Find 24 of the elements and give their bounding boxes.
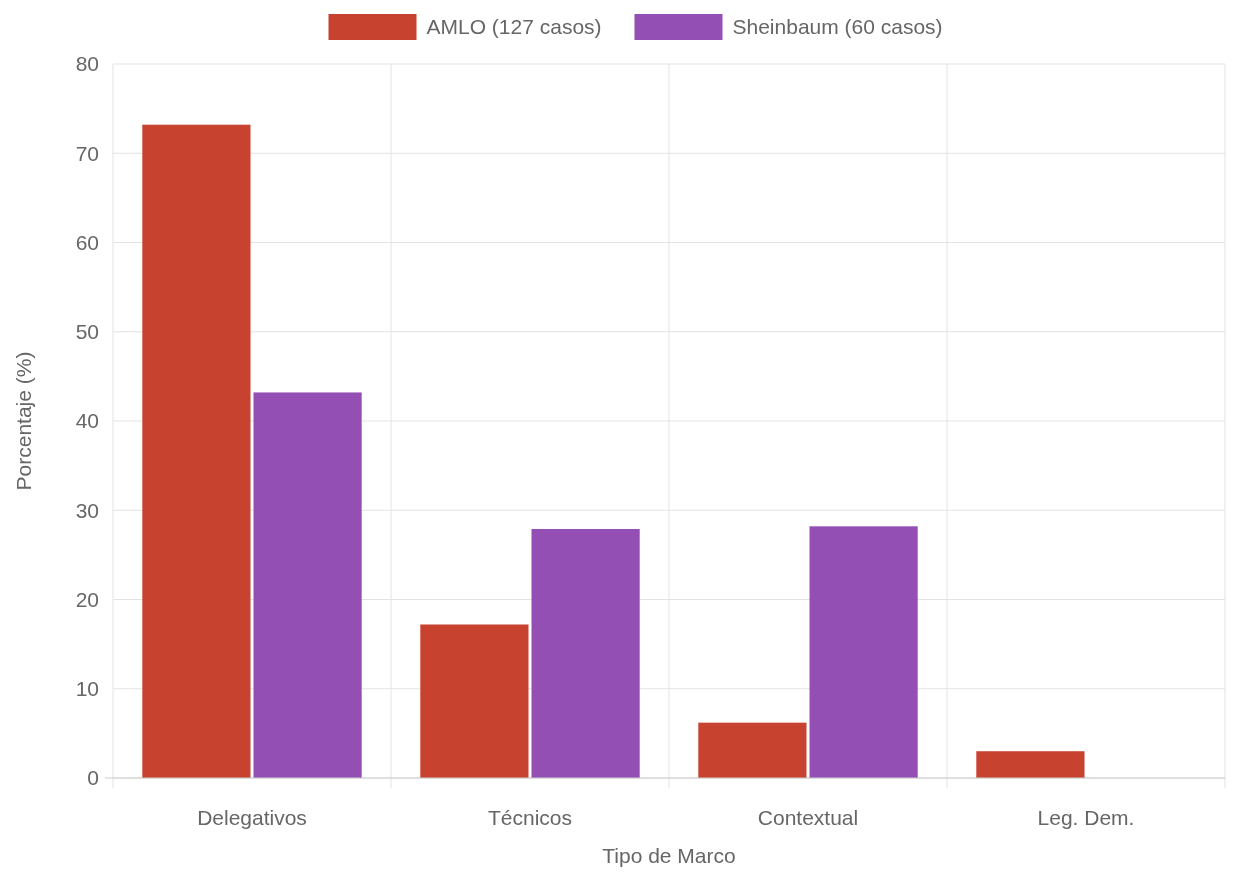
y-axis-title: Porcentaje (%) (12, 351, 35, 491)
bar (976, 751, 1085, 778)
y-tick-label: 20 (75, 587, 99, 611)
y-tick-label: 10 (75, 677, 99, 701)
y-tick-label: 50 (75, 320, 99, 344)
y-tick-label: 40 (75, 409, 99, 433)
bar (698, 722, 807, 778)
legend-label: Sheinbaum (60 casos) (732, 15, 943, 39)
bar (253, 392, 362, 778)
y-tick-label: 60 (75, 230, 99, 254)
x-tick-label: Contextual (757, 806, 859, 829)
bar (420, 624, 529, 778)
y-tick-label: 80 (75, 52, 99, 76)
x-tick-label: Técnicos (487, 806, 573, 829)
y-tick-label: 70 (75, 141, 99, 165)
bar (809, 526, 918, 778)
x-tick-label: Leg. Dem. (1037, 806, 1135, 829)
bar (531, 528, 640, 778)
x-tick-label: Delegativos (197, 806, 307, 829)
x-axis-title: Tipo de Marco (602, 844, 736, 867)
bar (142, 124, 251, 778)
y-tick-label: 30 (75, 498, 99, 522)
legend-label: AMLO (127 casos) (426, 15, 602, 39)
y-tick-label: 0 (87, 766, 99, 790)
